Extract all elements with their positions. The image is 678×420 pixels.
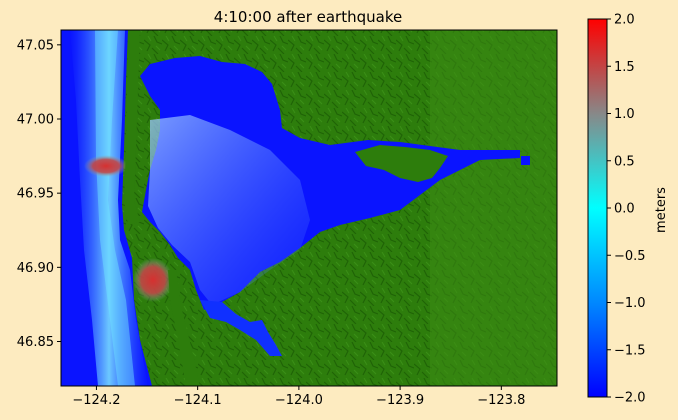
plot-frame (60, 29, 558, 387)
y-axis: 46.85 46.90 46.95 47.00 47.05 (17, 38, 61, 350)
y-tick-label: 47.05 (17, 38, 54, 53)
colorbar-tick-label: 0.5 (614, 154, 635, 169)
colorbar-tick-label: 1.0 (614, 107, 635, 122)
south-spit (168, 270, 200, 386)
colorbar-tick-label: 1.5 (614, 60, 635, 75)
colorbar-tick-label: −0.5 (614, 249, 646, 264)
x-axis: −124.2 −124.1 −124.0 −123.9 −123.8 (72, 386, 525, 408)
x-tick-label: −124.0 (275, 393, 323, 408)
colorbar-tick-label: −1.5 (614, 343, 646, 358)
x-tick-label: −124.1 (174, 393, 222, 408)
colorbar-tick-label: −1.0 (614, 296, 646, 311)
x-tick-label: −124.2 (72, 393, 120, 408)
wave-band-inner (95, 30, 135, 386)
y-tick-label: 47.00 (17, 113, 54, 128)
anomaly-south (133, 258, 173, 302)
chart-title: 4:10:00 after earthquake (214, 8, 402, 26)
colorbar-tick-label: 0.0 (614, 202, 635, 217)
anomaly-north (84, 155, 128, 177)
y-tick-label: 46.85 (17, 335, 54, 350)
colorbar (587, 18, 608, 398)
colorbar-axis: −2.0 −1.5 −1.0 −0.5 0.0 0.5 1.0 1.5 2.0 (607, 13, 646, 406)
x-tick-label: −123.9 (376, 393, 424, 408)
colorbar-label: meters (654, 187, 669, 233)
east-inlet (521, 156, 530, 165)
bay-island-land (355, 145, 448, 182)
y-tick-label: 46.95 (17, 187, 54, 202)
lower-bay-channel (200, 300, 282, 356)
colorbar-tick-label: −2.0 (614, 391, 646, 406)
colorbar-tick-label: 2.0 (614, 13, 635, 28)
bay-plume (148, 115, 310, 305)
north-spit (124, 30, 140, 225)
land-terrain-east (430, 30, 557, 386)
x-tick-label: −123.8 (477, 393, 525, 408)
wave-band (70, 30, 148, 386)
plot-area (61, 30, 557, 386)
y-tick-label: 46.90 (17, 261, 54, 276)
